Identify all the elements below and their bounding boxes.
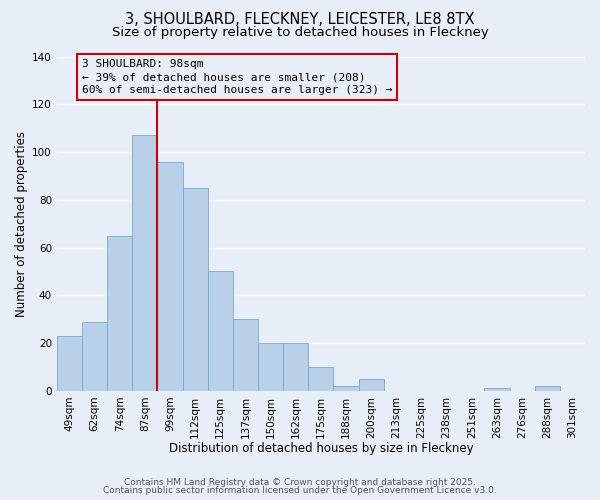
Bar xyxy=(82,322,107,391)
Bar xyxy=(208,272,233,391)
Text: 3 SHOULBARD: 98sqm
← 39% of detached houses are smaller (208)
60% of semi-detach: 3 SHOULBARD: 98sqm ← 39% of detached hou… xyxy=(82,59,392,96)
Text: Contains public sector information licensed under the Open Government Licence v3: Contains public sector information licen… xyxy=(103,486,497,495)
Bar xyxy=(334,386,359,391)
Bar xyxy=(258,343,283,391)
Text: Size of property relative to detached houses in Fleckney: Size of property relative to detached ho… xyxy=(112,26,488,39)
X-axis label: Distribution of detached houses by size in Fleckney: Distribution of detached houses by size … xyxy=(169,442,473,455)
Bar xyxy=(233,319,258,391)
Bar xyxy=(283,343,308,391)
Bar xyxy=(308,367,334,391)
Bar xyxy=(57,336,82,391)
Text: 3, SHOULBARD, FLECKNEY, LEICESTER, LE8 8TX: 3, SHOULBARD, FLECKNEY, LEICESTER, LE8 8… xyxy=(125,12,475,28)
Bar xyxy=(157,162,182,391)
Text: Contains HM Land Registry data © Crown copyright and database right 2025.: Contains HM Land Registry data © Crown c… xyxy=(124,478,476,487)
Bar xyxy=(535,386,560,391)
Bar xyxy=(107,236,132,391)
Bar xyxy=(484,388,509,391)
Bar xyxy=(132,136,157,391)
Bar xyxy=(359,379,384,391)
Bar xyxy=(182,188,208,391)
Y-axis label: Number of detached properties: Number of detached properties xyxy=(15,130,28,316)
